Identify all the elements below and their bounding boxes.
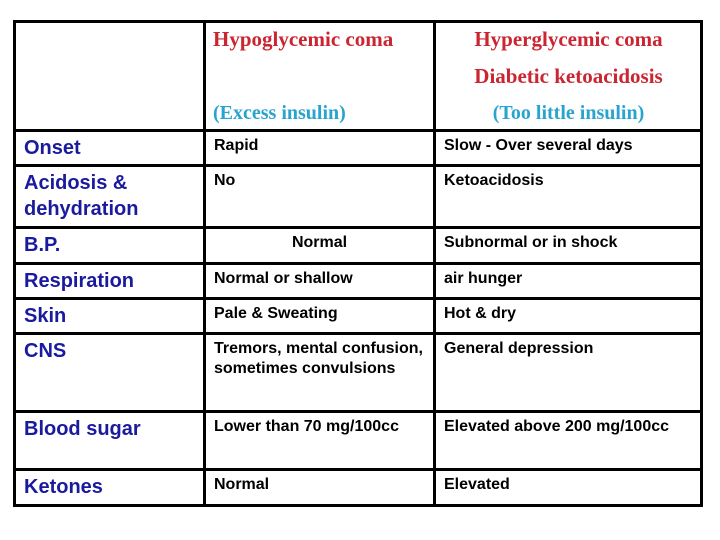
table-row: Acidosis & dehydration No Ketoacidosis bbox=[13, 164, 703, 229]
hyperglycemic-value-cell: Subnormal or in shock bbox=[433, 226, 703, 265]
hypoglycemic-value-cell: No bbox=[203, 164, 436, 229]
excess-insulin-subtitle: (Excess insulin) bbox=[213, 102, 346, 124]
row-label-cell: Onset bbox=[13, 129, 206, 167]
row-label-cell: Skin bbox=[13, 297, 206, 335]
table-row: Ketones Normal Elevated bbox=[13, 468, 703, 507]
hypoglycemic-header-cell: Hypoglycemic coma (Excess insulin) bbox=[203, 20, 436, 132]
hyperglycemic-title-line1: Hyperglycemic coma bbox=[474, 27, 663, 51]
hyperglycemic-value-cell: Hot & dry bbox=[433, 297, 703, 335]
hypoglycemic-value-cell: Tremors, mental confusion, sometimes con… bbox=[203, 332, 436, 413]
row-label-cell: Blood sugar bbox=[13, 410, 206, 471]
table-row: Respiration Normal or shallow air hunger bbox=[13, 262, 703, 300]
hypoglycemic-value-cell: Pale & Sweating bbox=[203, 297, 436, 335]
hypoglycemic-value-cell: Lower than 70 mg/100cc bbox=[203, 410, 436, 471]
hyperglycemic-value-cell: Elevated bbox=[433, 468, 703, 507]
row-label-cell: Ketones bbox=[13, 468, 206, 507]
corner-cell bbox=[13, 20, 206, 132]
hypoglycemic-value-cell: Normal bbox=[203, 226, 436, 265]
hypoglycemic-value-cell: Rapid bbox=[203, 129, 436, 167]
comparison-table: Hypoglycemic coma (Excess insulin) Hyper… bbox=[13, 20, 703, 507]
table-header-row: Hypoglycemic coma (Excess insulin) Hyper… bbox=[13, 20, 703, 132]
table-row: CNS Tremors, mental confusion, sometimes… bbox=[13, 332, 703, 413]
hyperglycemic-value-cell: Ketoacidosis bbox=[433, 164, 703, 229]
table-row: B.P. Normal Subnormal or in shock bbox=[13, 226, 703, 265]
row-label-cell: CNS bbox=[13, 332, 206, 413]
hyperglycemic-value-cell: Elevated above 200 mg/100cc bbox=[433, 410, 703, 471]
row-label-cell: Acidosis & dehydration bbox=[13, 164, 206, 229]
hyperglycemic-value-cell: Slow - Over several days bbox=[433, 129, 703, 167]
table-row: Skin Pale & Sweating Hot & dry bbox=[13, 297, 703, 335]
hypoglycemic-value-cell: Normal bbox=[203, 468, 436, 507]
hyperglycemic-value-cell: air hunger bbox=[433, 262, 703, 300]
too-little-insulin-subtitle: (Too little insulin) bbox=[492, 102, 645, 124]
hypoglycemic-title: Hypoglycemic coma bbox=[213, 27, 394, 51]
table-row: Blood sugar Lower than 70 mg/100cc Eleva… bbox=[13, 410, 703, 471]
hypoglycemic-value-cell: Normal or shallow bbox=[203, 262, 436, 300]
table-row: Onset Rapid Slow - Over several days bbox=[13, 129, 703, 167]
row-label-cell: B.P. bbox=[13, 226, 206, 265]
hyperglycemic-value-cell: General depression bbox=[433, 332, 703, 413]
hyperglycemic-header-cell: Hyperglycemic coma Diabetic ketoacidosis… bbox=[433, 20, 703, 132]
row-label-cell: Respiration bbox=[13, 262, 206, 300]
hyperglycemic-title-line2: Diabetic ketoacidosis bbox=[474, 64, 663, 88]
